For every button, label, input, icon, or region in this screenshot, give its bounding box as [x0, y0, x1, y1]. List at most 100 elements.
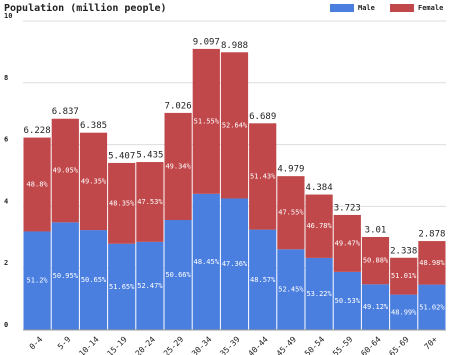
bar-segment	[418, 241, 446, 285]
segment-label: 49.12%	[363, 303, 389, 311]
bar-segment	[79, 132, 108, 231]
bar-segment	[390, 257, 418, 295]
segment-label: 49.35%	[81, 177, 107, 185]
bar-segment	[333, 214, 361, 272]
segment-label: 52.45%	[278, 286, 304, 294]
segment-label: 50.88%	[363, 257, 389, 265]
total-label: 4.979	[277, 165, 304, 175]
total-label: 2.338	[390, 246, 417, 256]
x-tick-label: 40-44	[246, 335, 270, 355]
x-tick-label: 70+	[422, 335, 439, 352]
y-tick-label: 8	[4, 74, 8, 82]
total-label: 4.384	[306, 183, 333, 193]
segment-label: 51.55%	[194, 117, 220, 125]
total-label: 6.837	[52, 107, 79, 117]
bar-segment	[164, 112, 192, 221]
chart-title: Population (million people)	[4, 2, 167, 14]
bar-segment	[220, 198, 249, 330]
bar-segment	[333, 271, 361, 330]
legend-swatch	[390, 4, 414, 12]
segment-label: 52.64%	[222, 121, 248, 129]
bar-segment	[277, 176, 305, 250]
segment-label: 48.99%	[391, 308, 417, 316]
segment-label: 50.65%	[81, 276, 107, 284]
y-tick-label: 0	[4, 321, 8, 329]
total-label: 7.026	[165, 101, 192, 111]
total-label: 5.435	[136, 151, 163, 161]
segment-label: 47.36%	[222, 260, 248, 268]
x-tick-label: 35-39	[218, 335, 242, 355]
legend-label: Male	[358, 4, 375, 12]
legend-swatch	[330, 4, 354, 12]
bar-segment	[23, 137, 51, 232]
segment-label: 51.01%	[391, 272, 417, 280]
x-tick-label: 20-24	[134, 335, 158, 355]
segment-label: 47.55%	[278, 209, 304, 217]
bar-segment	[136, 162, 164, 242]
x-tick-label: 55-59	[331, 335, 355, 355]
segment-label: 49.47%	[335, 239, 361, 247]
bar-segment	[192, 193, 220, 330]
segment-label: 46.78%	[306, 222, 332, 230]
total-label: 2.878	[418, 230, 445, 240]
total-label: 6.385	[80, 121, 107, 131]
y-tick-label: 6	[4, 136, 8, 144]
legend-label: Female	[418, 4, 443, 12]
bar-segment	[51, 118, 79, 223]
total-label: 3.01	[365, 225, 387, 235]
bar-segment	[79, 230, 108, 330]
y-tick-label: 4	[4, 197, 8, 205]
segment-label: 51.43%	[250, 172, 276, 180]
segment-label: 49.05%	[53, 167, 79, 175]
bar-segment	[220, 52, 249, 199]
segment-label: 53.22%	[306, 290, 332, 298]
bar-segment	[361, 284, 390, 330]
x-tick-label: 5-9	[56, 335, 73, 352]
segment-label: 50.53%	[335, 297, 361, 305]
y-tick-label: 10	[4, 12, 12, 20]
x-tick-label: 10-14	[77, 335, 101, 355]
bar-segment	[23, 231, 51, 330]
segment-label: 48.57%	[250, 276, 276, 284]
bar-segment	[136, 241, 164, 330]
segment-label: 47.53%	[137, 198, 163, 206]
bar-segment	[361, 236, 390, 285]
bar-segment	[418, 284, 446, 330]
x-tick-label: 65-69	[387, 335, 411, 355]
x-tick-label: 50-54	[303, 335, 327, 355]
total-label: 5.407	[108, 151, 135, 161]
segment-label: 48.45%	[194, 258, 220, 266]
segment-label: 52.47%	[137, 282, 163, 290]
bar-segment	[277, 249, 305, 330]
bar-segment	[249, 123, 277, 230]
x-tick-label: 30-34	[190, 335, 214, 355]
bar-segment	[51, 222, 79, 330]
x-tick-label: 25-29	[162, 335, 186, 355]
segment-label: 51.2%	[27, 277, 49, 285]
bar-segment	[192, 48, 220, 194]
total-label: 8.988	[221, 41, 248, 51]
segment-label: 50.95%	[53, 272, 79, 280]
x-tick-label: 45-49	[275, 335, 299, 355]
x-tick-label: 15-19	[105, 335, 129, 355]
bar-segment	[249, 229, 277, 330]
total-label: 6.689	[249, 112, 276, 122]
segment-label: 51.65%	[109, 283, 135, 291]
x-tick-label: 0-4	[28, 335, 45, 352]
total-label: 6.228	[24, 126, 51, 136]
bar-segment	[108, 162, 136, 244]
segment-label: 48.98%	[419, 259, 445, 267]
total-label: 9.097	[193, 37, 220, 47]
bar-segment	[305, 194, 333, 258]
bar-segment	[108, 243, 136, 330]
x-tick-label: 60-64	[359, 335, 383, 355]
segment-label: 50.66%	[165, 271, 191, 279]
total-label: 3.723	[334, 203, 361, 213]
bar-segment	[390, 294, 418, 330]
bar-segment	[164, 220, 192, 330]
y-tick-label: 2	[4, 259, 8, 267]
segment-label: 51.02%	[419, 303, 445, 311]
bar-segment	[305, 257, 333, 330]
segment-label: 48.35%	[109, 199, 135, 207]
